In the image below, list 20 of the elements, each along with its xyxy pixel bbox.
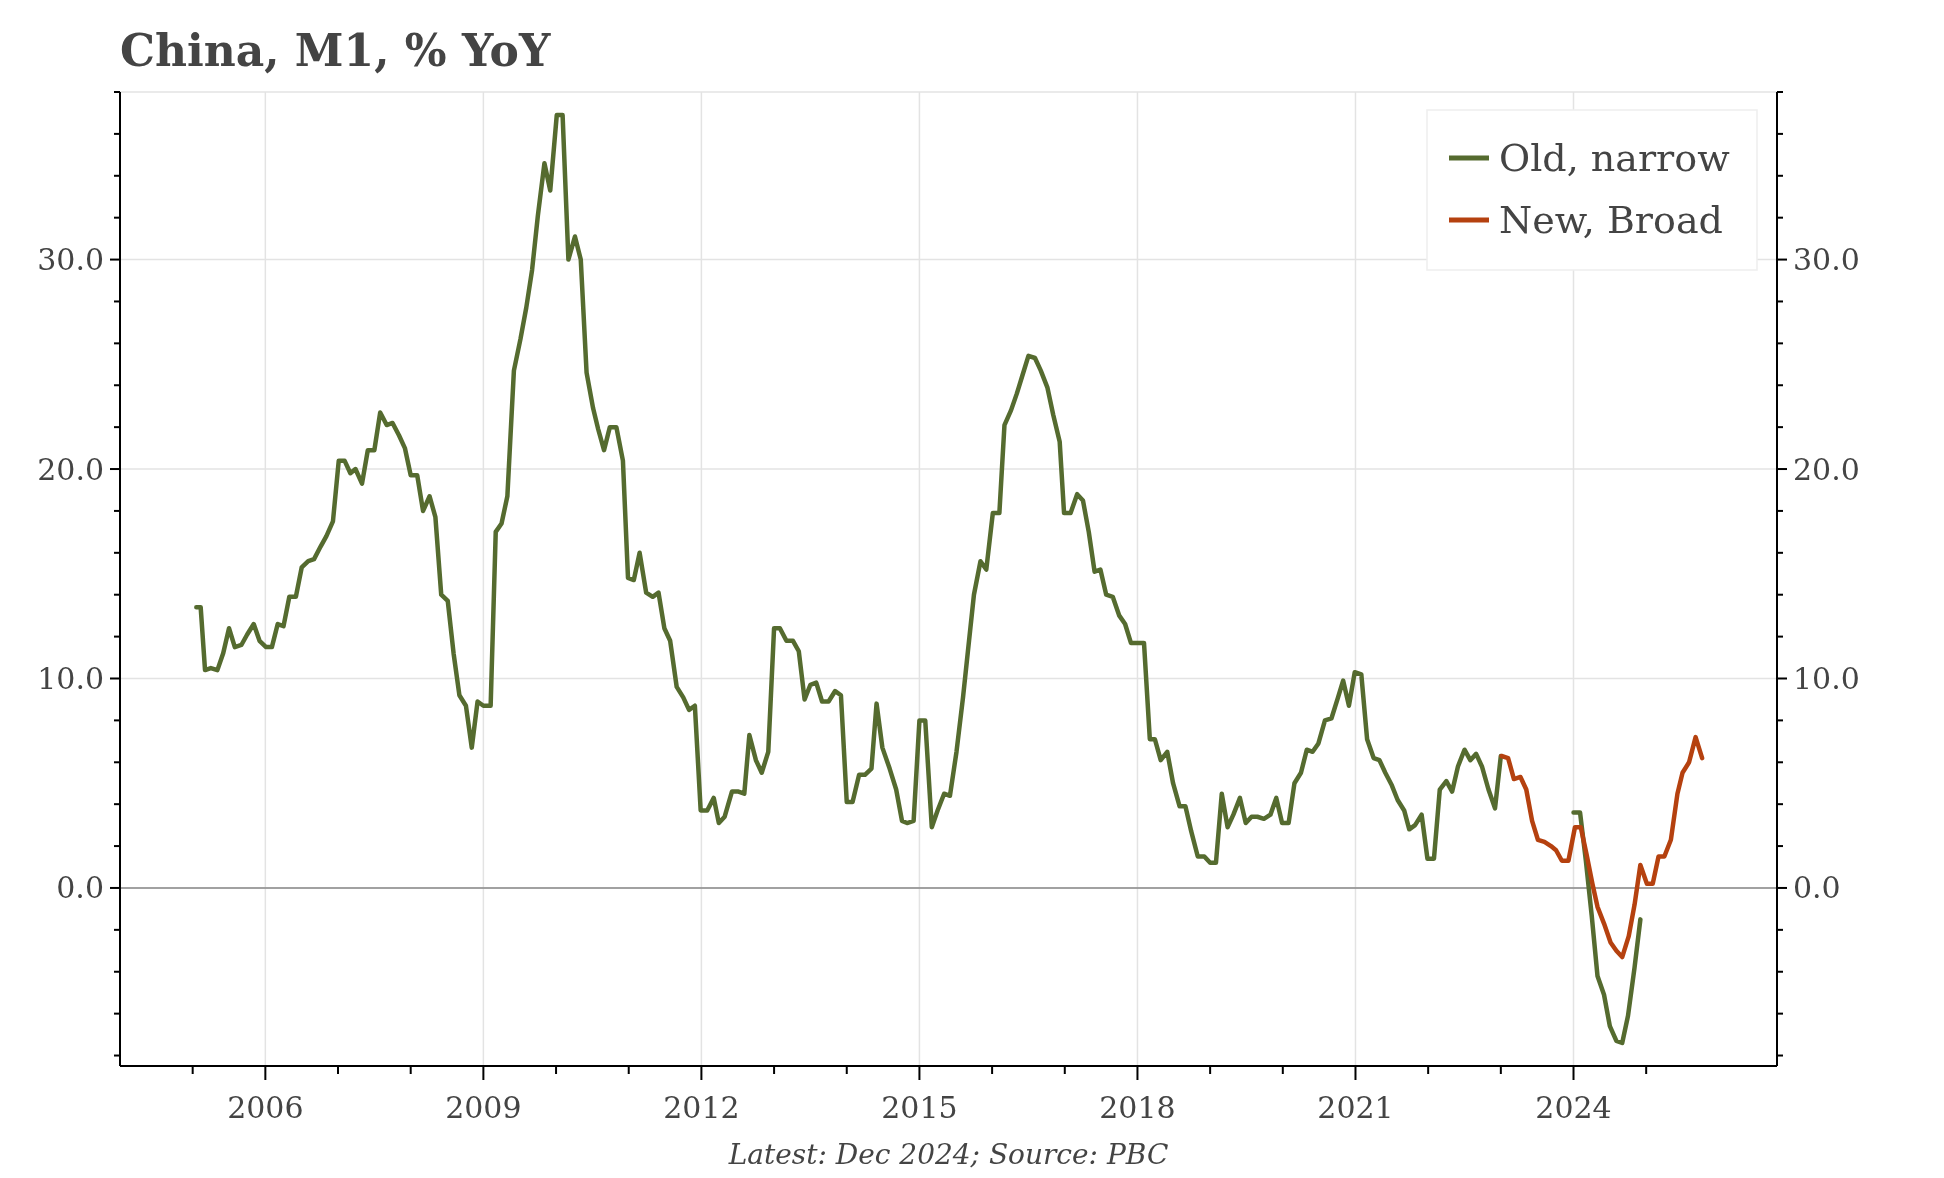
x-tick-label: 2012 xyxy=(663,1090,740,1125)
x-tick-label: 2015 xyxy=(881,1090,958,1125)
y2-tick-label: 30.0 xyxy=(1793,242,1860,278)
y-tick-label: 0.0 xyxy=(56,870,104,906)
text: Latest: Dec 2024; Source: PBC xyxy=(727,1138,1169,1171)
x-tick-label: 2018 xyxy=(1099,1090,1176,1125)
y2-tick-label: 10.0 xyxy=(1793,660,1860,696)
legend-label: Old, narrow xyxy=(1499,136,1731,181)
y-tick-label: 20.0 xyxy=(37,451,104,487)
chart-title: China, M1, % YoY xyxy=(120,25,551,76)
y-tick-label: 30.0 xyxy=(37,242,104,278)
x-tick-label: 2009 xyxy=(445,1090,522,1125)
y2-tick-label: 0.0 xyxy=(1793,870,1841,906)
x-tick-label: 2006 xyxy=(227,1090,304,1125)
y2-tick-label: 20.0 xyxy=(1793,451,1860,487)
x-tick-label: 2021 xyxy=(1317,1090,1394,1125)
legend-label: New, Broad xyxy=(1499,198,1723,243)
line-series xyxy=(1499,734,1705,960)
x-tick-label: 2024 xyxy=(1535,1090,1612,1125)
y-tick-label: 10.0 xyxy=(37,660,104,696)
